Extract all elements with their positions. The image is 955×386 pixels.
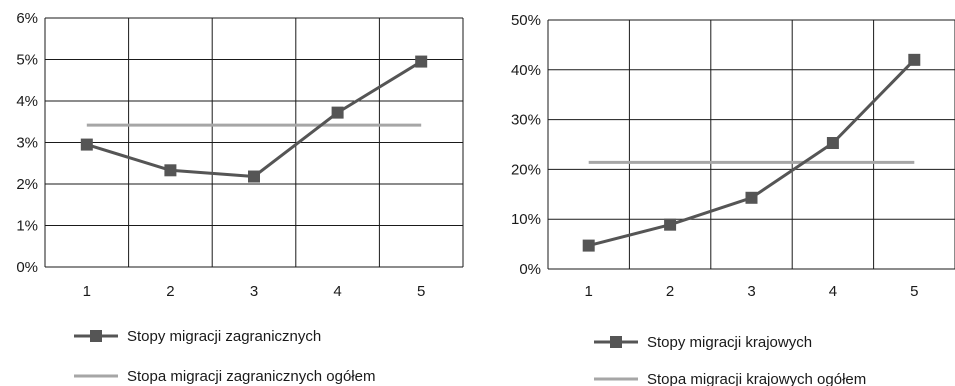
y-tick-label: 4%	[16, 93, 38, 110]
y-tick-label: 6%	[16, 10, 38, 27]
data-point-marker	[745, 191, 758, 204]
y-tick-label: 1%	[16, 218, 38, 235]
legend-swatch-marker	[610, 336, 622, 348]
y-tick-label: 5%	[16, 52, 38, 69]
series-line-1	[588, 58, 916, 248]
x-tick-label: 5	[417, 283, 425, 300]
y-tick-label: 40%	[511, 62, 541, 79]
x-tick-label: 2	[166, 283, 174, 300]
x-tick-label: 1	[585, 283, 593, 300]
y-tick-label: 3%	[16, 135, 38, 152]
y-tick-label: 2%	[16, 176, 38, 193]
data-point-marker	[415, 55, 428, 68]
data-point-marker	[908, 53, 921, 66]
data-point-marker	[248, 170, 260, 183]
data-point-marker	[164, 164, 177, 177]
y-tick-label: 0%	[519, 261, 541, 278]
legend-label: Stopa migracji zagranicznych ogółem	[127, 368, 375, 385]
x-tick-label: 3	[250, 283, 258, 300]
y-tick-label: 0%	[16, 259, 38, 276]
legend-label: Stopy migracji krajowych	[647, 334, 812, 351]
chart-foreign-migration: 0% 1% 2% 3% 4% 5% 6% 1 2 3 4 5 Stopy migracji zagran…	[16, 10, 464, 385]
y-tick-label: 50%	[511, 12, 541, 29]
x-tick-label: 3	[747, 283, 755, 300]
legend-swatch-marker	[90, 330, 102, 342]
chart-domestic-migration: 0% 10% 20% 30% 40% 50% 1 2 3 4 5 Stopy migracji kra…	[511, 12, 955, 386]
data-point-marker	[331, 106, 344, 119]
data-point-marker	[582, 239, 595, 252]
legend-label: Stopy migracji zagranicznych	[127, 328, 321, 345]
data-point-marker	[80, 138, 93, 151]
x-tick-label: 1	[83, 283, 91, 300]
y-tick-label: 10%	[511, 211, 541, 228]
legend-label: Stopa migracji krajowych ogółem	[647, 371, 866, 386]
series-line-1	[86, 60, 422, 179]
data-point-marker	[664, 218, 677, 231]
data-point-marker	[826, 137, 839, 150]
x-tick-label: 4	[333, 283, 341, 300]
y-tick-label: 30%	[511, 112, 541, 129]
x-tick-label: 2	[666, 283, 674, 300]
y-tick-label: 20%	[511, 161, 541, 178]
x-tick-label: 4	[829, 283, 837, 300]
x-tick-label: 5	[910, 283, 918, 300]
